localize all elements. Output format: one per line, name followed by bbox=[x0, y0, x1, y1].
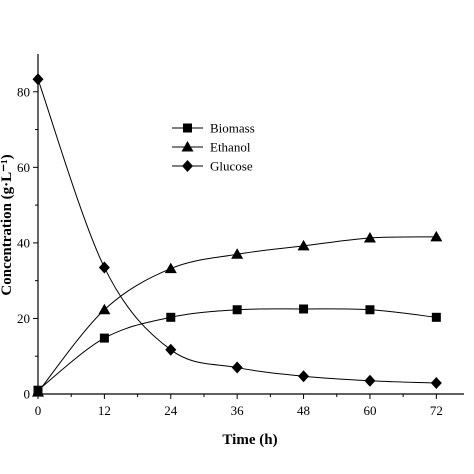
data-point-biomass bbox=[232, 305, 242, 315]
data-point-ethanol bbox=[363, 231, 376, 243]
data-point-biomass bbox=[166, 312, 176, 322]
legend-item-biomass: Biomass bbox=[172, 121, 255, 136]
chart-legend: Biomass Ethanol Glucose bbox=[172, 121, 255, 174]
y-tick-label: 20 bbox=[17, 311, 30, 326]
legend-item-ethanol: Ethanol bbox=[172, 140, 251, 155]
series-glucose bbox=[32, 73, 442, 390]
legend-marker-biomass bbox=[183, 123, 192, 133]
series-biomass bbox=[33, 304, 441, 395]
data-point-glucose bbox=[364, 374, 376, 387]
data-point-glucose bbox=[298, 370, 310, 383]
legend-label-ethanol: Ethanol bbox=[210, 140, 251, 155]
x-tick-label: 24 bbox=[164, 403, 178, 418]
legend-item-glucose: Glucose bbox=[172, 159, 253, 174]
data-point-ethanol bbox=[98, 303, 111, 315]
x-tick-label: 12 bbox=[98, 403, 111, 418]
y-tick-label: 60 bbox=[17, 160, 30, 175]
data-point-glucose bbox=[231, 361, 243, 374]
chart-ticks: 0 12 24 36 48 60 72 0 20 40 60 80 bbox=[17, 84, 443, 418]
x-tick-label: 0 bbox=[35, 403, 42, 418]
data-point-glucose bbox=[430, 377, 442, 390]
chart-axes bbox=[37, 54, 464, 395]
y-tick-label: 0 bbox=[24, 387, 31, 402]
y-tick-label: 40 bbox=[17, 235, 30, 250]
legend-label-glucose: Glucose bbox=[210, 159, 253, 174]
series-line-biomass bbox=[37, 308, 437, 391]
chart-series bbox=[32, 73, 443, 397]
series-ethanol bbox=[32, 230, 443, 397]
data-point-glucose bbox=[98, 261, 110, 274]
legend-marker-ethanol bbox=[181, 141, 194, 152]
x-tick-label: 60 bbox=[363, 403, 376, 418]
x-axis-title: Time (h) bbox=[222, 432, 277, 448]
data-point-biomass bbox=[431, 312, 441, 322]
legend-marker-glucose bbox=[182, 160, 193, 172]
data-point-biomass bbox=[99, 333, 109, 343]
data-point-biomass bbox=[365, 305, 375, 315]
x-tick-label: 48 bbox=[297, 403, 310, 418]
data-point-biomass bbox=[299, 304, 309, 314]
data-point-ethanol bbox=[164, 262, 177, 274]
data-point-glucose bbox=[32, 73, 44, 86]
x-tick-label: 72 bbox=[430, 403, 443, 418]
data-point-glucose bbox=[165, 343, 177, 356]
x-tick-label: 36 bbox=[231, 403, 245, 418]
y-tick-label: 80 bbox=[17, 84, 30, 99]
y-axis-title: Concentration (g·L⁻¹) bbox=[0, 154, 15, 295]
data-point-ethanol bbox=[32, 386, 44, 397]
data-point-ethanol bbox=[430, 230, 443, 242]
legend-label-biomass: Biomass bbox=[210, 121, 255, 136]
data-point-ethanol bbox=[231, 248, 244, 259]
data-point-ethanol bbox=[297, 239, 310, 251]
